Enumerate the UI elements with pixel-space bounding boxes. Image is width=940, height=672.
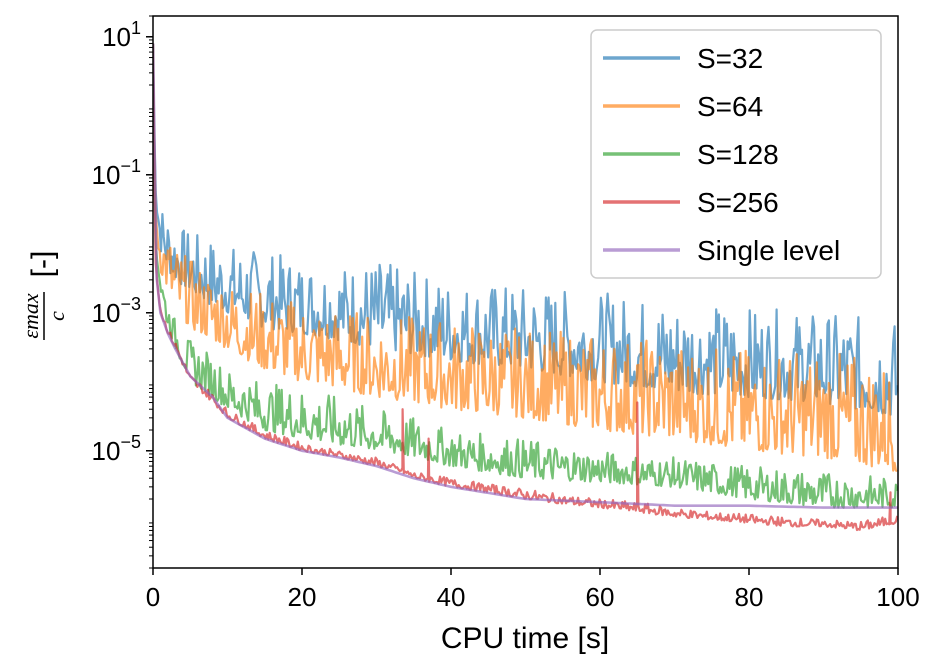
y-tick-label: 10−3	[92, 294, 141, 328]
series-line-single-level	[153, 43, 898, 509]
y-axis-label-numerator: εmax	[18, 293, 43, 339]
legend-label-s-256: S=256	[697, 187, 779, 218]
y-axis-label-unit: [-]	[26, 251, 59, 278]
x-tick-label: 0	[146, 582, 160, 612]
legend-label-s-64: S=64	[697, 91, 763, 122]
legend-frame	[590, 29, 882, 279]
series-line-s-64	[153, 43, 898, 472]
legend-label-s-32: S=32	[697, 43, 763, 74]
x-tick-label: 60	[586, 582, 615, 612]
y-tick-label: 101	[102, 18, 141, 52]
y-tick-label: 10−1	[92, 156, 141, 190]
x-tick-label: 80	[735, 582, 764, 612]
series-line-s-128	[153, 43, 898, 509]
y-axis-label-group: εmax c [-]	[18, 251, 69, 340]
y-axis: 101 10−1 10−3 10−5	[92, 15, 153, 569]
y-tick-label: 10−5	[92, 432, 141, 466]
legend-label-single-level: Single level	[697, 235, 840, 266]
series-line-s-32	[153, 43, 898, 416]
legend-label-s-128: S=128	[697, 139, 779, 170]
legend: S=32 S=64 S=128 S=256 Single level	[590, 29, 882, 279]
y-axis-label-denominator: c	[44, 311, 69, 321]
x-axis-label: CPU time [s]	[441, 622, 609, 655]
series-layer	[153, 43, 898, 532]
x-tick-label: 100	[876, 582, 919, 612]
x-axis: 0 20 40 60 80 100	[146, 568, 920, 612]
x-tick-label: 40	[437, 582, 466, 612]
x-tick-label: 20	[288, 582, 317, 612]
